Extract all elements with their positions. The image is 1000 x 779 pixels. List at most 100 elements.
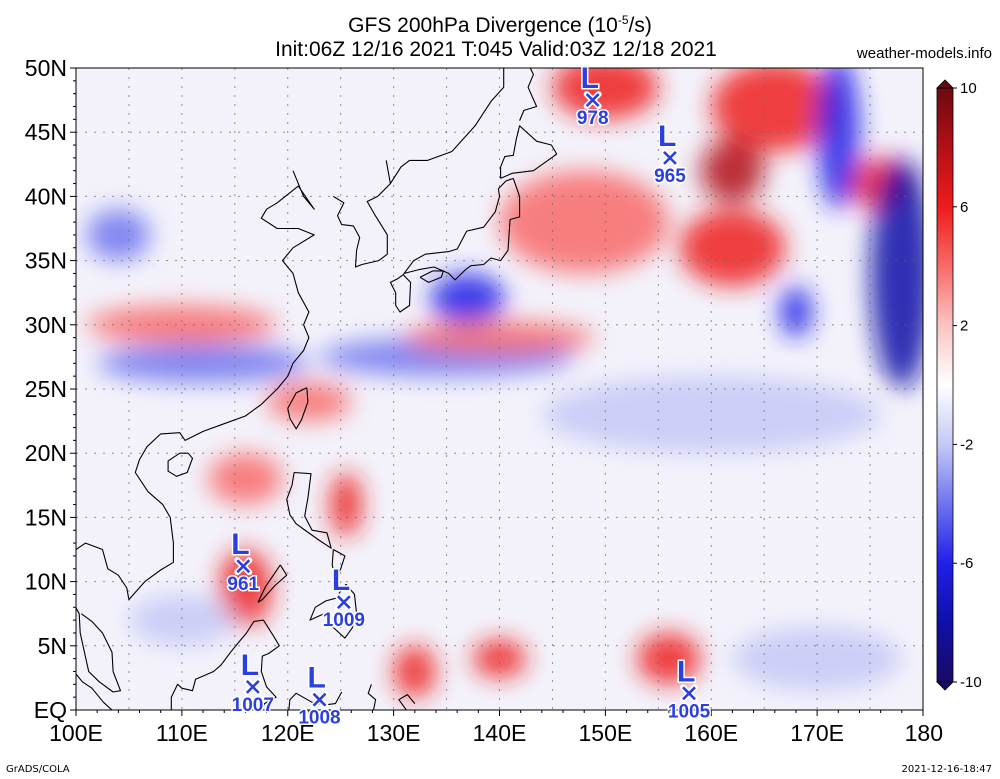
- low-letter: L: [658, 120, 676, 153]
- lat-label: 40N: [25, 183, 67, 209]
- colorbar-label: -10: [960, 674, 982, 691]
- divergence-blob: [218, 549, 272, 627]
- divergence-blob: [870, 157, 923, 389]
- low-letter: L: [231, 528, 249, 561]
- divergence-blob: [711, 68, 839, 152]
- divergence-blob: [780, 286, 812, 338]
- footer-timestamp: 2021-12-16-18:47: [901, 764, 992, 775]
- colorbar-label: -6: [960, 555, 973, 572]
- coastline: [170, 619, 264, 710]
- coastlines: [76, 68, 558, 710]
- divergence-blob: [404, 320, 595, 355]
- lat-label: 20N: [25, 440, 67, 466]
- coastline: [419, 270, 444, 283]
- colorbar: 10 6 2 -2 -6 -10: [936, 79, 982, 691]
- low-center-x: [236, 559, 251, 574]
- divergence-blob: [473, 639, 526, 678]
- lon-label: 100E: [49, 720, 103, 746]
- low-pressure-value: 961: [227, 574, 259, 595]
- low-pressure-value: 965: [654, 166, 686, 187]
- coastline: [287, 387, 309, 430]
- low-marker: L 1005: [666, 654, 712, 724]
- low-marker: L 1008: [297, 660, 342, 730]
- divergence-blob: [700, 138, 765, 203]
- low-marker: L 978: [575, 61, 610, 131]
- lat-label: 45N: [25, 119, 67, 145]
- coastline: [331, 549, 346, 580]
- low-letter: L: [332, 564, 350, 597]
- lon-label: 170E: [790, 720, 844, 746]
- lat-label: 25N: [25, 376, 67, 402]
- low-letter: L: [308, 662, 326, 695]
- low-marker: L 961: [226, 527, 261, 597]
- lon-label: 160E: [684, 720, 738, 746]
- lon-label: 130E: [367, 720, 421, 746]
- low-center-x: [682, 686, 696, 701]
- divergence-blob: [128, 594, 235, 646]
- longitude-labels: 100E 110E 120E 130E 140E 150E 160E 170E 180: [49, 720, 943, 746]
- colorbar-bottom-arrow: [936, 681, 954, 691]
- divergence-blob: [208, 453, 283, 505]
- coastline: [398, 694, 416, 710]
- colorbar-label: 2: [960, 318, 968, 335]
- low-center-x: [312, 692, 327, 707]
- divergence-blob: [330, 472, 362, 537]
- coastline: [402, 177, 521, 281]
- coastline: [389, 274, 412, 313]
- lon-label: 140E: [473, 720, 527, 746]
- coastline: [286, 471, 332, 549]
- lon-label: 110E: [156, 720, 208, 746]
- lat-label: 50N: [25, 55, 67, 81]
- axis-ticks: [70, 67, 924, 716]
- low-marker: L 1007: [230, 647, 275, 717]
- coastline: [257, 564, 288, 603]
- divergence-blob: [86, 305, 278, 345]
- lat-label: 10N: [25, 569, 67, 595]
- lat-label: 15N: [25, 504, 67, 530]
- lon-label: 120E: [261, 720, 315, 746]
- low-letter: L: [581, 62, 599, 95]
- divergence-blob: [817, 68, 860, 210]
- low-letter: L: [241, 649, 259, 682]
- colorbar-label: 10: [960, 80, 977, 97]
- coastline: [389, 68, 505, 184]
- low-marker: L 1009: [321, 563, 366, 633]
- divergence-blob: [679, 209, 786, 287]
- lon-label: 150E: [579, 720, 633, 746]
- coastline: [76, 673, 113, 710]
- footer-credit: GrADS/COLA: [6, 764, 70, 775]
- low-pressure-value: 1008: [298, 708, 340, 729]
- divergence-blob: [97, 344, 309, 383]
- lon-label: 180: [905, 720, 943, 746]
- divergence-blob: [86, 209, 151, 261]
- lat-label: 5N: [38, 633, 67, 659]
- coastline: [519, 68, 538, 121]
- low-pressure-value: 1009: [323, 610, 365, 631]
- divergence-blob: [393, 645, 436, 698]
- coastline: [76, 170, 315, 693]
- lat-label: EQ: [34, 697, 67, 723]
- divergence-blob: [430, 273, 505, 325]
- low-center-x: [663, 150, 677, 165]
- divergence-field: [76, 68, 923, 710]
- coastline: [167, 452, 194, 477]
- coastline: [260, 619, 280, 710]
- low-marker: L 965: [653, 118, 688, 188]
- coastline: [367, 684, 377, 710]
- chart-subtitle: Init:06Z 12/16 2021 T:045 Valid:03Z 12/1…: [275, 38, 717, 61]
- divergence-blob: [732, 626, 902, 691]
- divergence-blob: [266, 382, 352, 422]
- divergence-blob: [499, 170, 669, 274]
- colorbar-label: -2: [960, 436, 973, 453]
- divergence-blob: [541, 376, 881, 454]
- lat-label: 35N: [25, 248, 67, 274]
- site-brand: weather-models.info: [856, 45, 992, 62]
- lat-label: 30N: [25, 312, 67, 338]
- low-pressure-value: 978: [577, 108, 609, 129]
- coastline: [309, 583, 358, 639]
- chart-title: GFS 200hPa Divergence (10-5/s): [348, 13, 652, 37]
- low-center-x: [336, 595, 351, 610]
- colorbar-top-arrow: [936, 79, 954, 89]
- coastline: [500, 125, 558, 179]
